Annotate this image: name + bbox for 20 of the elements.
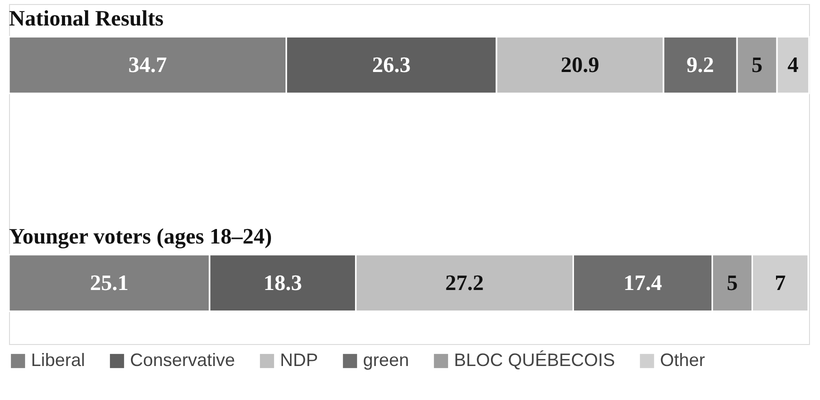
y-tick-label: National Results [9,6,164,31]
data-label: 5 [752,52,763,78]
data-label: 25.1 [90,270,129,295]
legend-label: Conservative [130,350,236,370]
data-label: 4 [788,52,799,78]
data-label: 26.3 [372,52,411,78]
legend-label: NDP [280,350,318,370]
data-label: 20.9 [560,52,600,78]
data-label: 9.2 [686,52,714,78]
legend-label: green [363,350,410,370]
y-tick-label: Younger voters (ages 18–24) [9,224,272,249]
legend-label: Liberal [31,350,86,370]
data-label: 7 [774,270,786,295]
data-label: 34.7 [128,52,167,78]
data-label: 18.3 [263,270,302,295]
legend-label: Other [660,350,706,370]
data-label: 17.4 [624,270,662,295]
legend-label: BLOC QUÉBECOIS [454,350,616,370]
data-label: 27.2 [445,270,484,295]
data-label: 5 [726,270,738,295]
